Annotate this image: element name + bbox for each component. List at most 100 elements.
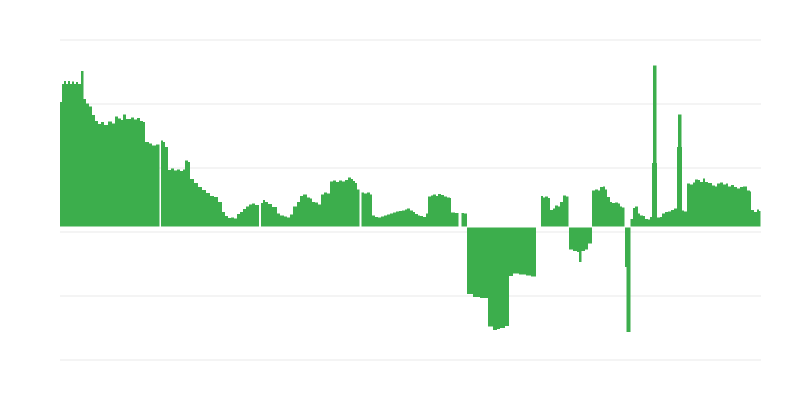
bar-positive xyxy=(66,84,68,227)
bar-positive xyxy=(348,177,351,227)
bar-positive xyxy=(76,82,78,227)
bar-positive xyxy=(560,202,563,227)
bar-positive xyxy=(336,182,339,227)
bar-positive xyxy=(723,184,726,227)
bar-positive xyxy=(405,209,407,227)
bar-positive xyxy=(351,179,353,227)
bar-positive xyxy=(600,187,603,227)
bar-positive xyxy=(671,210,674,227)
bar-positive xyxy=(612,203,615,227)
bar-positive xyxy=(156,144,160,227)
bar-positive xyxy=(89,106,92,227)
bar-negative xyxy=(509,227,513,276)
bar-positive xyxy=(563,195,566,227)
bar-positive xyxy=(645,219,648,227)
bar-positive xyxy=(60,102,62,227)
bar-positive xyxy=(384,215,387,227)
bar-positive xyxy=(86,103,89,227)
bar-positive xyxy=(705,182,708,227)
bar-positive xyxy=(413,212,415,227)
bar-positive xyxy=(715,186,717,227)
bar-positive xyxy=(610,202,612,227)
bar-negative xyxy=(573,227,577,251)
bar-positive xyxy=(410,210,413,227)
bar-positive xyxy=(635,206,638,227)
bar-positive xyxy=(708,183,712,227)
bar-positive xyxy=(638,213,640,227)
bar-positive xyxy=(717,183,720,227)
bar-positive xyxy=(249,204,252,227)
bar-positive xyxy=(743,186,747,227)
bar-positive xyxy=(310,198,312,227)
bar-positive xyxy=(300,196,303,227)
bar-positive xyxy=(165,147,168,227)
bar-negative xyxy=(531,227,536,277)
bar-positive xyxy=(315,202,318,227)
bar-positive xyxy=(728,186,731,227)
bar-positive xyxy=(252,203,255,227)
bar-positive xyxy=(640,215,643,227)
bar-positive xyxy=(420,216,423,227)
bar-negative xyxy=(473,227,480,297)
bar-positive xyxy=(450,198,451,227)
bar-positive xyxy=(115,116,118,227)
bar-positive xyxy=(131,117,134,227)
bars-positive xyxy=(60,65,761,227)
bar-positive xyxy=(64,81,66,227)
bar-positive xyxy=(246,206,249,227)
bar-positive xyxy=(137,118,140,227)
bar-negative xyxy=(526,227,531,276)
bar-positive xyxy=(355,183,357,227)
bar-positive xyxy=(650,217,652,227)
bar-positive xyxy=(185,160,188,227)
bar-positive xyxy=(225,216,228,227)
bar-positive xyxy=(327,193,330,227)
bar-positive xyxy=(740,187,743,227)
bar-positive xyxy=(678,114,682,227)
bar-negative xyxy=(588,227,592,244)
bar-negative xyxy=(467,227,473,294)
bar-positive xyxy=(81,71,84,227)
bar-positive xyxy=(367,192,370,227)
bar-negative xyxy=(581,227,585,251)
bar-positive xyxy=(95,121,98,227)
bar-positive xyxy=(662,213,665,227)
bar-positive xyxy=(622,207,625,227)
bar-positive xyxy=(461,213,464,227)
bar-positive xyxy=(237,214,240,227)
bar-negative xyxy=(493,227,497,330)
bar-positive xyxy=(231,217,234,227)
bar-positive xyxy=(263,200,265,227)
bar-positive xyxy=(177,169,180,227)
bar-positive xyxy=(171,168,174,227)
bar-negative xyxy=(519,227,526,275)
bar-positive xyxy=(390,213,393,227)
bar-positive xyxy=(339,180,342,227)
bar-positive xyxy=(202,190,206,227)
bar-positive xyxy=(78,84,81,227)
bar-positive xyxy=(618,203,620,227)
bar-positive xyxy=(455,213,459,227)
bar-positive xyxy=(303,194,307,227)
bar-positive xyxy=(72,81,74,227)
bar-positive xyxy=(703,178,705,227)
bar-positive xyxy=(92,115,95,227)
bar-positive xyxy=(68,81,70,227)
bar-positive xyxy=(149,143,152,227)
bar-positive xyxy=(464,213,467,227)
bar-negative xyxy=(585,227,588,250)
bar-positive xyxy=(690,184,693,227)
bar-positive xyxy=(372,215,375,227)
bar-positive xyxy=(145,142,149,227)
bar-positive xyxy=(375,217,378,227)
bar-positive xyxy=(198,187,202,227)
bar-positive xyxy=(361,192,364,227)
bar-positive xyxy=(615,202,618,227)
bar-positive xyxy=(121,120,123,227)
bar-positive xyxy=(548,198,550,227)
bar-positive xyxy=(206,193,210,227)
bar-positive xyxy=(438,194,441,227)
bar-positive xyxy=(255,205,259,227)
bar-positive xyxy=(190,179,194,227)
bar-positive xyxy=(243,209,246,227)
